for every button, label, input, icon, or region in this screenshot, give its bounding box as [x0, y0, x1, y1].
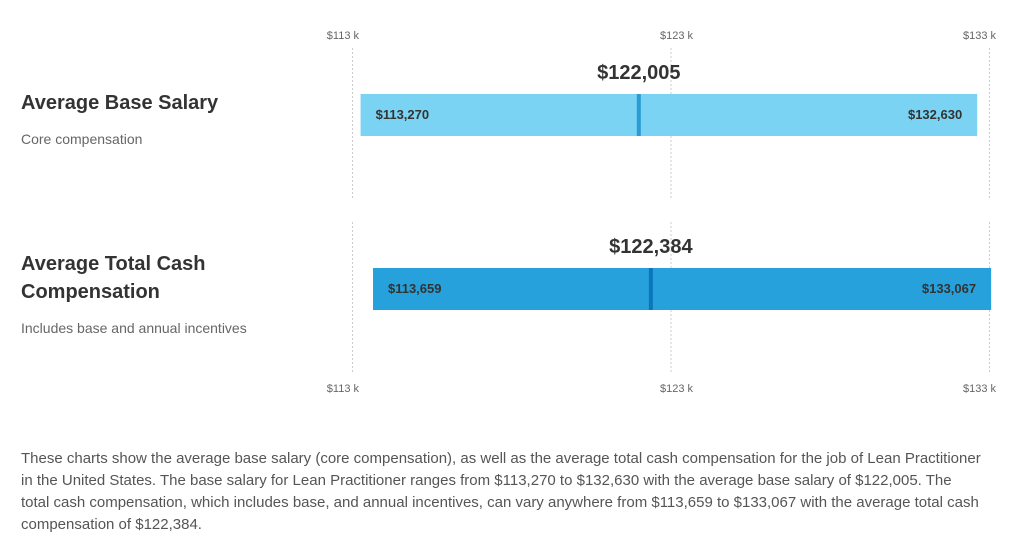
total-average-label: $122,384	[609, 236, 693, 258]
base-salary-label-block: Average Base Salary Core compensation	[21, 89, 321, 147]
base-max-label: $132,630	[908, 107, 962, 122]
base-average-marker	[636, 94, 641, 136]
total-cash-title-line-1: Average Total Cash	[21, 253, 206, 275]
base-salary-subtitle: Core compensation	[21, 131, 143, 147]
total-cash-title-line-2: Compensation	[21, 281, 160, 303]
axis-tick-bottom-2: $133 k	[963, 383, 997, 395]
axis-tick-bottom-1: $123 k	[660, 383, 694, 395]
axis-tick-bottom-0: $113 k	[327, 383, 360, 395]
salary-chart-area: Average Base Salary Core compensation Av…	[21, 30, 997, 395]
base-range-bar	[360, 94, 978, 136]
total-average-marker	[648, 268, 653, 310]
total-cash-label-block: Average Total Cash Compensation Includes…	[21, 250, 321, 336]
axis-tick-top-1: $123 k	[660, 30, 694, 42]
base-average-label: $122,005	[597, 62, 680, 84]
axis-tick-top-2: $133 k	[963, 30, 997, 42]
total-min-label: $113,659	[388, 281, 442, 296]
base-min-label: $113,270	[376, 107, 430, 122]
chart-description: These charts show the average base salar…	[21, 450, 981, 533]
salary-range-chart: $113 k $113 k $123 k $123 k $133 k $133 k $113…	[327, 30, 997, 395]
base-salary-title: Average Base Salary	[21, 92, 219, 114]
total-range-bar	[372, 268, 992, 310]
total-cash-title: Average Total Cash Compensation	[21, 250, 321, 306]
total-cash-subtitle: Includes base and annual incentives	[21, 320, 247, 336]
axis-tick-top-0: $113 k	[327, 30, 360, 42]
total-max-label: $133,067	[922, 281, 976, 296]
